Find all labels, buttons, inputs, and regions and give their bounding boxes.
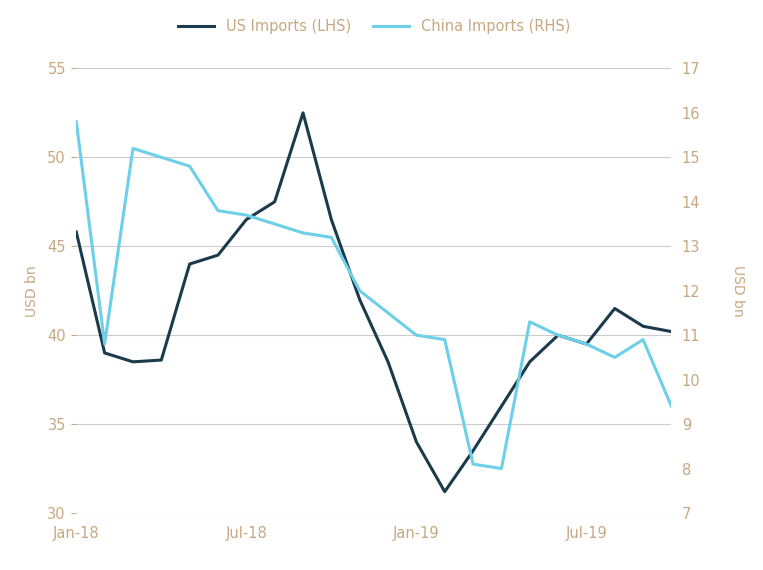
Legend: US Imports (LHS), China Imports (RHS): US Imports (LHS), China Imports (RHS)	[172, 14, 576, 40]
Y-axis label: USD bn: USD bn	[25, 265, 39, 316]
Y-axis label: USD bn: USD bn	[731, 265, 745, 316]
